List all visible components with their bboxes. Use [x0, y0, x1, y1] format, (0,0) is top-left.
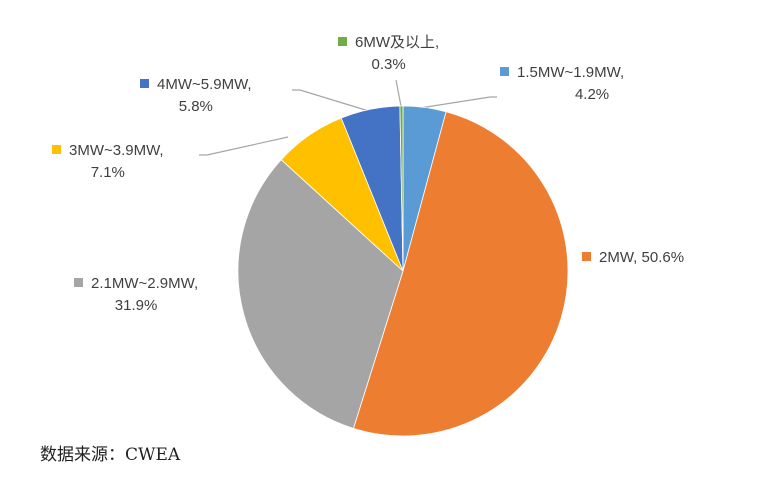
- source-note: 数据来源：CWEA: [40, 445, 181, 465]
- slice-value: 4.2%: [574, 86, 610, 103]
- slice-value: 50.6%: [641, 249, 685, 266]
- leader-line-1.5mw: [419, 96, 497, 109]
- legend-swatch: [338, 37, 347, 46]
- slice-label: 1.5MW~1.9MW,: [517, 64, 625, 81]
- leader-line-6mw: [395, 79, 402, 107]
- data-label-4mw: 4MW~5.9MW, 5.8%: [140, 74, 252, 118]
- legend-swatch: [74, 278, 83, 287]
- slice-label: 2.1MW~2.9MW,: [91, 275, 199, 292]
- pie-slice-2: [237, 159, 404, 429]
- data-label-2.1mw: 2.1MW~2.9MW, 31.9%: [74, 273, 198, 317]
- pie-slice-5: [399, 105, 404, 272]
- data-label-2mw: 2MW, 50.6%: [582, 247, 684, 269]
- data-label-3mw: 3MW~3.9MW, 7.1%: [52, 140, 164, 184]
- slice-label: 4MW~5.9MW,: [157, 76, 252, 93]
- slice-label: 6MW及以上,: [355, 34, 440, 51]
- slice-label: 2MW,: [599, 249, 638, 266]
- data-label-1.5mw: 1.5MW~1.9MW, 4.2%: [500, 62, 624, 106]
- legend-swatch: [52, 145, 61, 154]
- data-label-6mw: 6MW及以上, 0.3%: [338, 32, 439, 76]
- slice-value: 0.3%: [371, 56, 406, 73]
- slice-label: 3MW~3.9MW,: [69, 142, 164, 159]
- slice-value: 31.9%: [114, 297, 158, 314]
- legend-swatch: [500, 67, 509, 76]
- leader-line-4mw: [292, 89, 373, 113]
- pie-slice-1: [352, 111, 569, 437]
- slice-value: 7.1%: [90, 164, 125, 181]
- legend-swatch: [140, 79, 149, 88]
- leader-line-3mw: [199, 136, 289, 156]
- legend-swatch: [582, 252, 591, 261]
- slice-value: 5.8%: [178, 98, 213, 115]
